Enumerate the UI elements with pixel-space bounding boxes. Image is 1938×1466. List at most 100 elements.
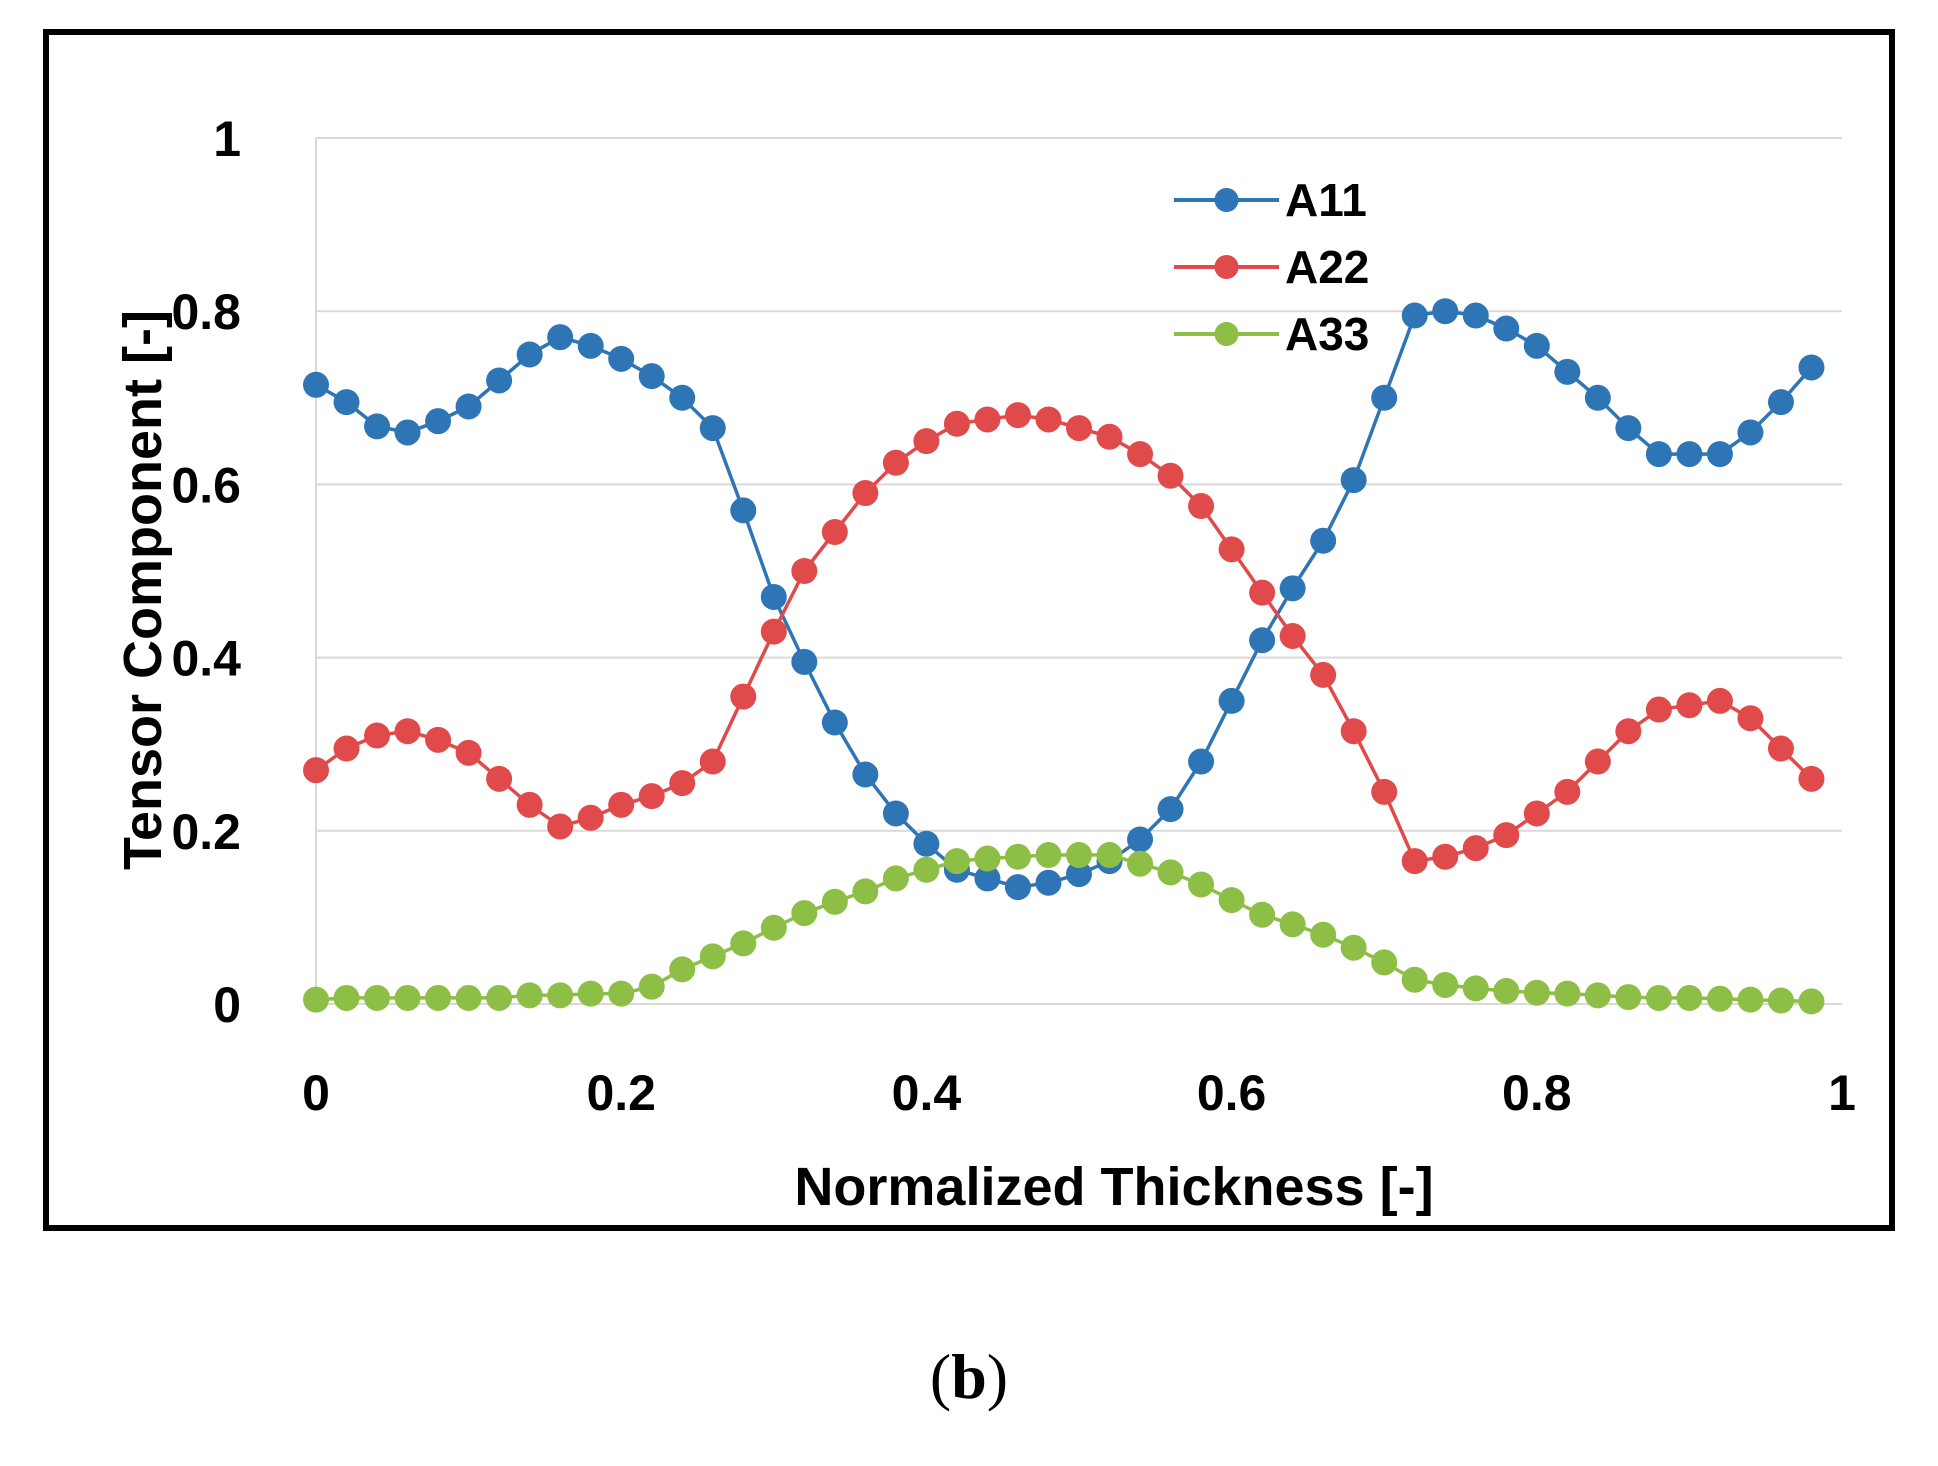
data-point-a11 bbox=[333, 389, 360, 416]
data-point-a22 bbox=[974, 406, 1001, 433]
data-point-a11 bbox=[974, 865, 1001, 892]
data-point-a11 bbox=[486, 367, 513, 394]
data-point-a22 bbox=[577, 804, 604, 831]
series-a22 bbox=[303, 402, 1825, 875]
caption-open: ( bbox=[929, 1341, 952, 1412]
data-point-a33 bbox=[364, 984, 391, 1011]
data-point-a22 bbox=[699, 748, 726, 775]
chart-frame: 0 0.2 0.4 0.6 0.8 1 0 0.2 0.4 0.6 0.8 1 A11 A22 A33 N… bbox=[43, 29, 1895, 1231]
data-point-a22 bbox=[1706, 687, 1733, 714]
data-point-a33 bbox=[1218, 887, 1245, 914]
data-point-a22 bbox=[303, 757, 329, 784]
data-point-a33 bbox=[1249, 901, 1276, 928]
data-point-a33 bbox=[1401, 966, 1428, 993]
data-point-a33 bbox=[1310, 921, 1337, 948]
data-point-a22 bbox=[1645, 696, 1672, 723]
data-point-a33 bbox=[1066, 842, 1092, 869]
data-point-a33 bbox=[547, 982, 574, 1009]
data-point-a33 bbox=[943, 848, 970, 875]
y-axis-title: Tensor Component [-] bbox=[113, 310, 173, 870]
data-point-a22 bbox=[669, 770, 696, 797]
data-point-a22 bbox=[1737, 705, 1764, 732]
data-point-a11 bbox=[1584, 384, 1611, 411]
data-point-a22 bbox=[943, 410, 970, 437]
data-point-a11 bbox=[1004, 874, 1031, 901]
data-point-a33 bbox=[1035, 842, 1062, 869]
data-point-a22 bbox=[1371, 778, 1398, 805]
data-point-a33 bbox=[1340, 934, 1367, 961]
data-point-a22 bbox=[1462, 835, 1489, 862]
data-point-a33 bbox=[303, 986, 329, 1013]
data-point-a22 bbox=[1035, 406, 1062, 433]
data-point-a22 bbox=[791, 558, 818, 584]
data-point-a33 bbox=[974, 845, 1001, 872]
data-point-a22 bbox=[486, 765, 513, 792]
data-point-a11 bbox=[1706, 441, 1733, 468]
data-point-a33 bbox=[1004, 843, 1031, 870]
data-point-a33 bbox=[699, 943, 726, 970]
data-point-a22 bbox=[852, 480, 879, 507]
y-tick-label: 0.8 bbox=[171, 284, 241, 340]
data-point-a33 bbox=[1676, 984, 1703, 1011]
data-point-a33 bbox=[638, 973, 665, 1000]
data-point-a33 bbox=[333, 984, 360, 1011]
data-point-a22 bbox=[1340, 718, 1367, 745]
legend-label: A11 bbox=[1285, 174, 1367, 226]
series-a11 bbox=[303, 298, 1825, 901]
data-point-a22 bbox=[608, 791, 635, 818]
data-point-a22 bbox=[1218, 536, 1245, 563]
data-point-a22 bbox=[730, 683, 757, 710]
data-point-a11 bbox=[364, 413, 391, 440]
data-point-a33 bbox=[608, 980, 635, 1007]
data-point-a22 bbox=[1523, 800, 1550, 827]
series-a33 bbox=[303, 842, 1825, 1015]
data-point-a11 bbox=[1493, 315, 1520, 342]
data-point-a33 bbox=[425, 984, 452, 1011]
data-point-a22 bbox=[760, 618, 787, 645]
data-point-a11 bbox=[669, 384, 696, 411]
data-point-a22 bbox=[1493, 822, 1520, 849]
caption-close: ) bbox=[986, 1341, 1009, 1412]
legend-label: A33 bbox=[1285, 308, 1369, 360]
data-point-a22 bbox=[638, 783, 665, 810]
data-point-a22 bbox=[1157, 462, 1184, 489]
data-point-a11 bbox=[1279, 575, 1306, 602]
caption-label: b bbox=[951, 1341, 987, 1412]
data-point-a22 bbox=[1188, 493, 1215, 520]
data-point-a11 bbox=[1249, 627, 1276, 654]
data-point-a11 bbox=[1523, 332, 1550, 359]
data-point-a11 bbox=[760, 583, 787, 610]
data-point-a11 bbox=[791, 648, 818, 675]
x-tick-label: 0.4 bbox=[892, 1065, 962, 1121]
data-point-a33 bbox=[1645, 984, 1672, 1011]
data-point-a11 bbox=[394, 419, 421, 446]
data-point-a33 bbox=[1096, 842, 1123, 869]
data-point-a11 bbox=[1737, 419, 1764, 446]
data-point-a33 bbox=[760, 914, 787, 941]
x-tick-label: 0.6 bbox=[1197, 1065, 1267, 1121]
data-point-a11 bbox=[1157, 796, 1184, 823]
data-point-a22 bbox=[1676, 692, 1703, 719]
data-point-a22 bbox=[1554, 778, 1581, 805]
data-point-a22 bbox=[394, 718, 421, 745]
data-point-a11 bbox=[1035, 869, 1062, 896]
data-point-a33 bbox=[1737, 986, 1764, 1013]
legend-swatch-marker bbox=[1214, 188, 1239, 212]
data-point-a33 bbox=[1767, 987, 1794, 1014]
data-point-a11 bbox=[1371, 384, 1398, 411]
y-tick-label: 0.4 bbox=[171, 631, 241, 687]
data-point-a11 bbox=[1127, 826, 1154, 853]
data-point-a11 bbox=[1066, 861, 1092, 888]
data-point-a11 bbox=[1432, 298, 1459, 325]
data-point-a22 bbox=[1249, 579, 1276, 606]
data-point-a22 bbox=[1615, 718, 1642, 745]
data-point-a33 bbox=[516, 982, 543, 1009]
data-point-a22 bbox=[1066, 415, 1092, 442]
data-point-a11 bbox=[913, 830, 940, 857]
data-point-a11 bbox=[455, 393, 482, 420]
legend-swatch-marker bbox=[1214, 255, 1239, 279]
x-tick-label: 0.8 bbox=[1502, 1065, 1572, 1121]
data-point-a11 bbox=[1767, 389, 1794, 416]
data-point-a33 bbox=[1706, 985, 1733, 1012]
data-point-a11 bbox=[882, 800, 909, 827]
